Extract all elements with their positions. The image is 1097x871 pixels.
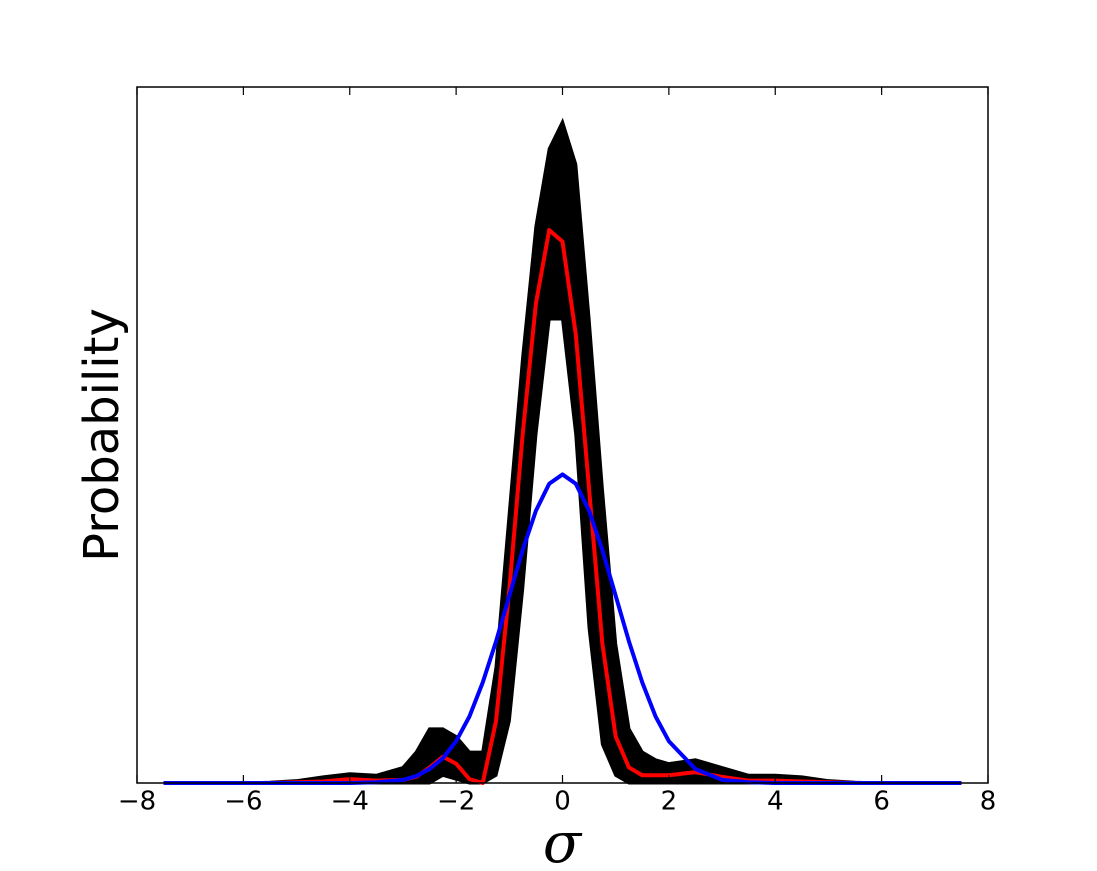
x-tick-label: −2 (437, 786, 475, 816)
x-tick-label: 0 (554, 786, 571, 816)
y-axis-label: Probability (74, 308, 130, 562)
x-tick-label: −6 (224, 786, 262, 816)
x-tick-label: −8 (118, 786, 156, 816)
x-axis-label: σ (543, 811, 583, 871)
ensemble-band (163, 117, 962, 785)
line (163, 228, 962, 785)
x-tick-label: 4 (767, 786, 784, 816)
line (163, 472, 962, 785)
x-tick-label: 8 (980, 786, 997, 816)
x-tick-label: −4 (331, 786, 369, 816)
x-tick-label: 6 (873, 786, 890, 816)
x-tick-label: 2 (661, 786, 678, 816)
